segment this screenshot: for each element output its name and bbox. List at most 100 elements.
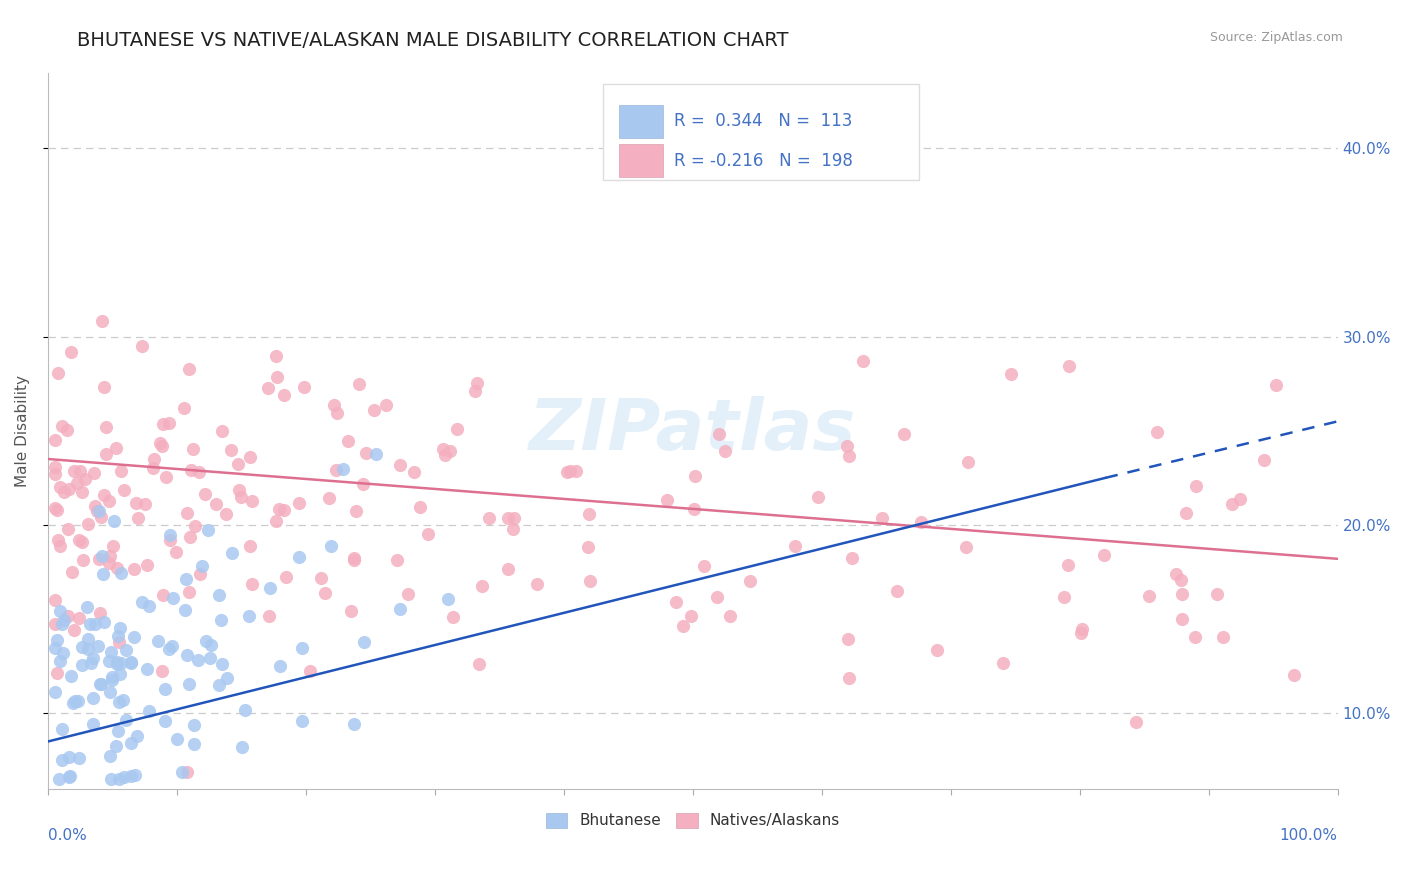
Point	[389, 458, 412, 473]
Point	[526, 576, 548, 591]
Point	[87, 551, 110, 566]
Point	[389, 602, 412, 616]
Point	[323, 398, 346, 412]
Point	[70, 658, 93, 673]
Point	[991, 656, 1014, 670]
Point	[110, 621, 132, 635]
Point	[841, 550, 863, 565]
Point	[98, 653, 121, 667]
Point	[86, 504, 108, 518]
Point	[44, 684, 66, 698]
Point	[120, 769, 142, 783]
Point	[160, 639, 183, 653]
Point	[1053, 590, 1076, 604]
Point	[131, 339, 153, 353]
Point	[49, 604, 72, 618]
Point	[893, 426, 915, 441]
Legend: Bhutanese, Natives/Alaskans: Bhutanese, Natives/Alaskans	[540, 807, 846, 835]
Point	[76, 632, 98, 646]
Point	[211, 424, 233, 438]
Point	[89, 607, 111, 621]
Point	[228, 483, 250, 497]
Point	[108, 666, 131, 681]
Point	[233, 703, 256, 717]
Point	[443, 610, 465, 624]
Point	[340, 604, 363, 618]
Point	[288, 496, 311, 510]
Point	[67, 611, 90, 625]
Point	[44, 593, 66, 607]
Point	[437, 591, 460, 606]
Point	[83, 466, 105, 480]
Point	[59, 769, 82, 783]
Point	[291, 714, 314, 728]
Point	[110, 656, 132, 670]
Point	[127, 510, 149, 524]
Point	[91, 549, 114, 563]
Point	[1265, 377, 1288, 392]
Point	[1185, 478, 1208, 492]
Point	[134, 497, 156, 511]
Point	[107, 629, 129, 643]
Point	[1212, 630, 1234, 644]
Point	[105, 657, 128, 672]
Point	[84, 616, 107, 631]
Point	[344, 504, 367, 518]
Point	[124, 495, 146, 509]
Point	[496, 510, 519, 524]
Point	[396, 587, 419, 601]
Point	[80, 656, 103, 670]
Point	[152, 588, 174, 602]
Point	[112, 692, 135, 706]
Point	[44, 500, 66, 515]
Point	[692, 558, 714, 573]
Point	[209, 613, 232, 627]
Point	[955, 540, 977, 554]
Point	[52, 484, 75, 499]
Point	[157, 416, 180, 430]
Point	[1171, 587, 1194, 601]
Point	[101, 539, 124, 553]
Point	[90, 677, 112, 691]
Point	[101, 669, 124, 683]
Point	[152, 417, 174, 431]
Point	[783, 539, 806, 553]
Text: R =  0.344   N =  113: R = 0.344 N = 113	[673, 112, 852, 130]
Point	[48, 772, 70, 786]
Point	[1171, 612, 1194, 626]
Point	[180, 463, 202, 477]
Point	[219, 443, 242, 458]
Point	[44, 616, 66, 631]
Point	[77, 642, 100, 657]
Point	[273, 388, 295, 402]
Point	[44, 459, 66, 474]
Point	[343, 716, 366, 731]
Point	[496, 562, 519, 576]
Point	[105, 655, 128, 669]
Text: R = -0.216   N =  198: R = -0.216 N = 198	[673, 152, 852, 169]
Point	[142, 451, 165, 466]
Point	[211, 657, 233, 672]
Point	[576, 541, 599, 555]
Point	[120, 656, 142, 670]
Point	[51, 722, 73, 736]
Point	[97, 556, 120, 570]
Point	[418, 526, 440, 541]
Point	[502, 510, 524, 524]
Point	[226, 458, 249, 472]
Point	[1092, 548, 1115, 562]
Point	[70, 640, 93, 654]
Point	[1137, 589, 1160, 603]
Point	[298, 664, 321, 678]
Point	[231, 490, 253, 504]
Point	[1184, 630, 1206, 644]
Point	[194, 634, 217, 648]
Point	[471, 579, 494, 593]
Point	[332, 461, 354, 475]
Point	[468, 657, 491, 671]
Point	[194, 486, 217, 500]
Point	[187, 653, 209, 667]
Point	[672, 619, 695, 633]
Point	[1170, 573, 1192, 587]
FancyBboxPatch shape	[619, 105, 664, 137]
